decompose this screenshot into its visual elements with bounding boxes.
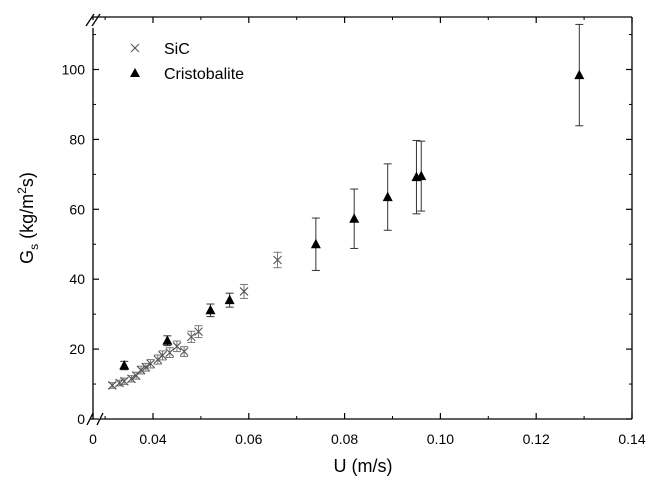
y-tick-label: 60 [69,201,85,217]
y-axis-title-subscript: s [27,244,41,250]
sic-point-stroke [273,255,282,265]
legend: SiC Cristobalite [130,41,244,83]
y-tick-label: 100 [62,62,86,78]
legend-label-sic: SiC [164,41,190,58]
sic-point-stroke [119,376,129,386]
cristobalite-point [310,238,321,249]
y-tick-label: 40 [69,271,85,287]
sic-point-stroke [136,365,146,375]
sic-point [127,374,136,384]
sic-point-stroke [194,327,203,337]
sic-point-stroke [179,347,189,356]
x-axis-break-mark-1 [86,412,94,426]
x-tick-label: 0.10 [427,431,454,447]
sic-point [194,327,203,337]
sic-point [107,381,117,390]
sic-point-stroke [158,351,167,360]
sic-point [165,348,175,357]
y-tick-label: 80 [69,131,85,147]
data-markers [107,69,585,390]
y-axis-break-mark-2 [91,13,101,27]
legend-item-cristobalite: Cristobalite [130,66,244,83]
sic-point [172,341,182,351]
cristobalite-point [162,335,173,345]
x-tick-label: 0.04 [139,431,166,447]
sic-point-stroke [141,362,151,372]
y-axis-title-superscript: 2 [15,187,29,194]
cristobalite-point [574,69,585,80]
cristobalite-point [205,304,216,315]
cristobalite-point [224,294,235,305]
cristobalite-point [119,360,130,370]
sic-point-stroke [146,359,155,369]
sic-point-stroke [131,371,141,381]
sic-point [158,351,167,360]
sic-point [136,365,146,375]
sic-point [146,359,155,369]
legend-label-cristobalite: Cristobalite [164,66,244,83]
x-tick-label: 0.14 [618,431,645,447]
cristobalite-point [416,170,427,181]
x-axis-title: U (m/s) [334,456,393,476]
x-tick-label: 0.12 [523,431,550,447]
y-tick-label: 0 [77,411,85,427]
sic-point-stroke [172,341,182,351]
cristobalite-point [382,191,393,202]
legend-marker-cristobalite [130,68,140,77]
x-tick-label: 0.08 [331,431,358,447]
plot-frame [85,13,633,426]
y-axis-title: Gs (kg/m2s) [15,172,41,264]
sic-point-stroke [107,381,117,390]
y-tick-label: 20 [69,341,85,357]
legend-item-sic: SiC [130,41,190,58]
y-axis-title-main: G [17,250,37,264]
sic-point [186,332,196,342]
y-axis-break-mark-1 [85,13,95,27]
sic-point [119,376,129,386]
cristobalite-point [349,213,360,223]
y-axis-title-rest: (kg/m [17,194,37,244]
sic-point [179,347,189,356]
x-tick-label: 0.06 [235,431,262,447]
sic-point-stroke [239,287,249,296]
axis-ticks: 0 0.04 0.06 0.08 0.10 0.12 0.14 0 20 40 60 80 100 [62,17,646,447]
x-axis-break-mark-2 [96,412,104,426]
legend-marker-sic [130,43,140,53]
sic-point-stroke [127,374,136,384]
y-axis-title-rest-2: s) [17,172,37,187]
sic-point [115,378,124,388]
sic-point [131,371,141,381]
x-tick-label: 0 [89,431,97,447]
sic-point-stroke [115,378,124,388]
sic-point [239,287,249,296]
sic-point-stroke [165,348,175,357]
sic-point-stroke [186,332,196,342]
sic-point [141,362,151,372]
sic-point [273,255,282,265]
